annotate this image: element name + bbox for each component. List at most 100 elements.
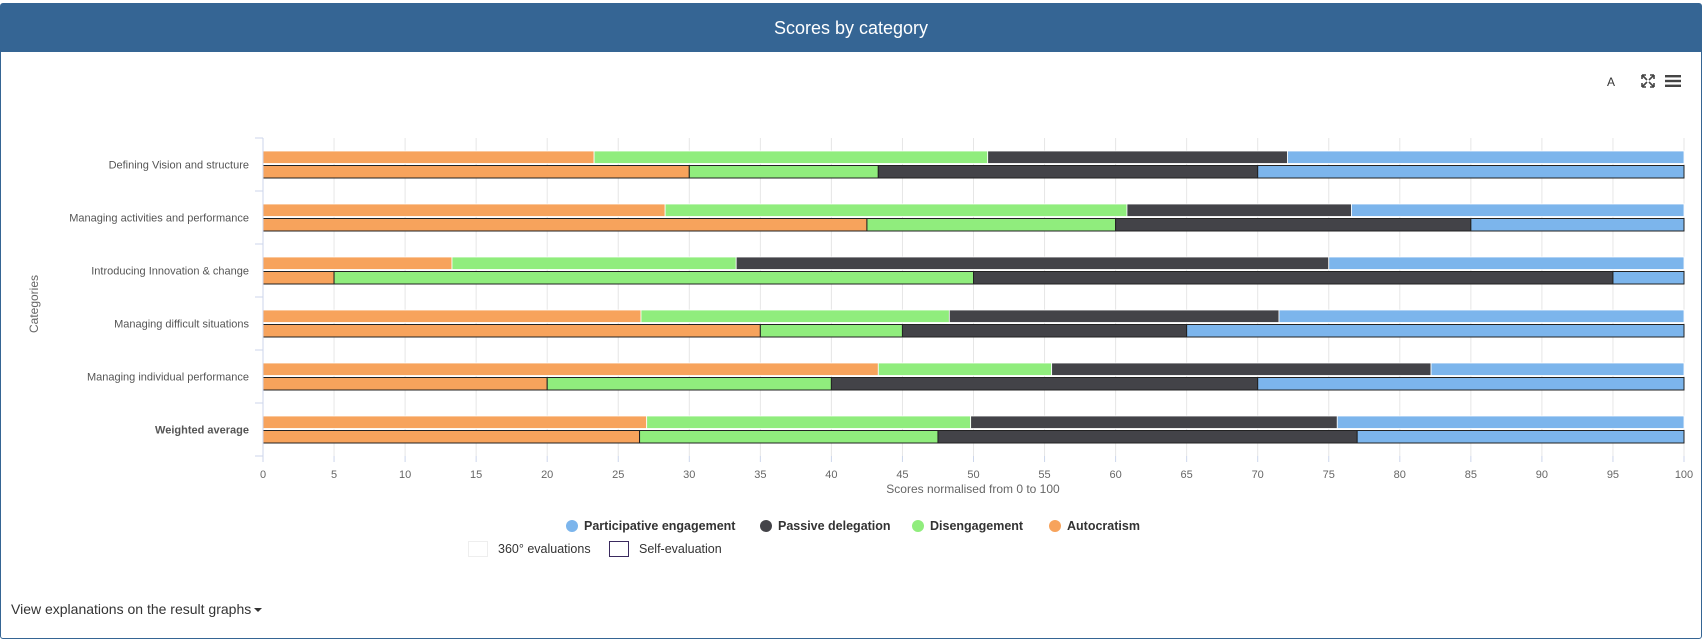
bar-participative-engagement-self[interactable]: [1356, 430, 1685, 444]
bar-disengagement-360[interactable]: [646, 415, 972, 429]
x-tick-label: 85: [1465, 469, 1477, 481]
x-tick-label: 10: [399, 469, 411, 481]
bar-autocratism-self[interactable]: [262, 218, 868, 232]
category-label: Managing difficult situations: [114, 319, 249, 331]
menu-icon[interactable]: [1664, 72, 1682, 90]
legend-label: Participative engagement: [584, 519, 736, 533]
bar-disengagement-360[interactable]: [664, 203, 1128, 217]
x-tick-label: 55: [1038, 469, 1050, 481]
bar-passive-delegation-self[interactable]: [830, 377, 1259, 391]
fullscreen-icon[interactable]: [1639, 72, 1657, 90]
bar-disengagement-self[interactable]: [333, 271, 974, 285]
x-tick-label: 60: [1109, 469, 1121, 481]
bar-passive-delegation-self[interactable]: [937, 430, 1358, 444]
grid-layer: [262, 138, 1685, 456]
legend-self-evaluation: Self-evaluation: [609, 541, 722, 557]
bar-disengagement-self[interactable]: [639, 430, 939, 444]
legend-self-box: [609, 541, 629, 557]
bar-disengagement-360[interactable]: [640, 309, 950, 323]
legend-label: Passive delegation: [778, 519, 891, 533]
bar-participative-engagement-360[interactable]: [1351, 203, 1685, 217]
bar-participative-engagement-360[interactable]: [1287, 150, 1685, 164]
bar-passive-delegation-self[interactable]: [877, 165, 1259, 179]
category-label: Defining Vision and structure: [109, 160, 249, 172]
bar-participative-engagement-360[interactable]: [1430, 362, 1685, 376]
bar-autocratism-self[interactable]: [262, 271, 335, 285]
bar-autocratism-360[interactable]: [262, 415, 648, 429]
x-tick-label: 15: [470, 469, 482, 481]
x-tick-label: 50: [967, 469, 979, 481]
bar-passive-delegation-360[interactable]: [948, 309, 1280, 323]
bar-participative-engagement-360[interactable]: [1336, 415, 1685, 429]
view-explanations-label: View explanations on the result graphs: [11, 601, 252, 617]
bar-autocratism-self[interactable]: [262, 430, 641, 444]
toolbar-a-button[interactable]: A: [1606, 75, 1615, 89]
panel-title: Scores by category: [1, 4, 1701, 52]
legend-360-box: [468, 541, 488, 557]
bar-passive-delegation-360[interactable]: [735, 256, 1330, 270]
caret-down-icon: [254, 608, 263, 612]
x-tick-label: 30: [683, 469, 695, 481]
bar-participative-engagement-360[interactable]: [1328, 256, 1685, 270]
x-tick-label: 25: [612, 469, 624, 481]
bar-autocratism-360[interactable]: [262, 309, 642, 323]
bar-participative-engagement-self[interactable]: [1186, 324, 1685, 338]
bar-passive-delegation-360[interactable]: [1051, 362, 1432, 376]
bar-disengagement-self[interactable]: [546, 377, 832, 391]
bar-disengagement-360[interactable]: [451, 256, 737, 270]
bar-passive-delegation-360[interactable]: [987, 150, 1288, 164]
category-label: Managing activities and performance: [69, 213, 249, 225]
bar-autocratism-self[interactable]: [262, 324, 761, 338]
x-tick-label: 65: [1181, 469, 1193, 481]
x-tick-label: 0: [260, 469, 266, 481]
category-label: Introducing Innovation & change: [91, 266, 249, 278]
bar-autocratism-360[interactable]: [262, 203, 666, 217]
bar-autocratism-360[interactable]: [262, 150, 595, 164]
x-tick-label: 5: [331, 469, 337, 481]
category-label: Managing individual performance: [87, 372, 249, 384]
bar-participative-engagement-360[interactable]: [1278, 309, 1685, 323]
bar-autocratism-self[interactable]: [262, 165, 690, 179]
legend-dot-icon: [760, 520, 772, 532]
bar-passive-delegation-360[interactable]: [1126, 203, 1352, 217]
bar-passive-delegation-self[interactable]: [973, 271, 1614, 285]
y-axis-title: Categories: [27, 275, 41, 333]
bar-participative-engagement-self[interactable]: [1612, 271, 1685, 285]
view-explanations-toggle[interactable]: View explanations on the result graphs: [11, 601, 263, 617]
x-tick-label: 100: [1675, 469, 1693, 481]
bar-passive-delegation-360[interactable]: [970, 415, 1338, 429]
stacked-bar-chart: 0 5 10 15 20 25 30 35 40 45 50 55 60 65 70 75 80 85 90 95 10…: [27, 137, 1693, 496]
x-tick-label: 70: [1252, 469, 1264, 481]
bar-disengagement-360[interactable]: [877, 362, 1053, 376]
bar-participative-engagement-self[interactable]: [1257, 165, 1685, 179]
axis-layer: 0 5 10 15 20 25 30 35 40 45 50 55 60 65 70 75 80 85 90 95 10…: [69, 137, 1693, 481]
bar-autocratism-360[interactable]: [262, 256, 453, 270]
legend-label: Autocratism: [1067, 519, 1140, 533]
x-tick-label: 20: [541, 469, 553, 481]
bar-disengagement-self[interactable]: [759, 324, 903, 338]
legend-autocratism[interactable]: Autocratism: [1049, 519, 1140, 533]
legend-participative-engagement[interactable]: Participative engagement: [566, 519, 735, 533]
legend-360-label: 360° evaluations: [498, 542, 591, 556]
bar-participative-engagement-self[interactable]: [1470, 218, 1685, 232]
bar-participative-engagement-self[interactable]: [1257, 377, 1685, 391]
bar-passive-delegation-self[interactable]: [901, 324, 1188, 338]
x-tick-label: 75: [1323, 469, 1335, 481]
bar-disengagement-self[interactable]: [688, 165, 879, 179]
bar-disengagement-self[interactable]: [866, 218, 1117, 232]
legend-passive-delegation[interactable]: Passive delegation: [760, 519, 891, 533]
bar-disengagement-360[interactable]: [593, 150, 989, 164]
legend-360-evaluations: 360° evaluations: [468, 541, 591, 557]
bar-autocratism-self[interactable]: [262, 377, 548, 391]
x-tick-label: 45: [896, 469, 908, 481]
bar-autocratism-360[interactable]: [262, 362, 879, 376]
legend-dot-icon: [566, 520, 578, 532]
bar-layer: [262, 150, 1685, 444]
bar-passive-delegation-self[interactable]: [1115, 218, 1472, 232]
x-tick-label: 35: [754, 469, 766, 481]
x-axis-title: Scores normalised from 0 to 100: [886, 482, 1060, 496]
legend-self-label: Self-evaluation: [639, 542, 722, 556]
legend-disengagement[interactable]: Disengagement: [912, 519, 1023, 533]
legend-dot-icon: [1049, 520, 1061, 532]
legend-dot-icon: [912, 520, 924, 532]
